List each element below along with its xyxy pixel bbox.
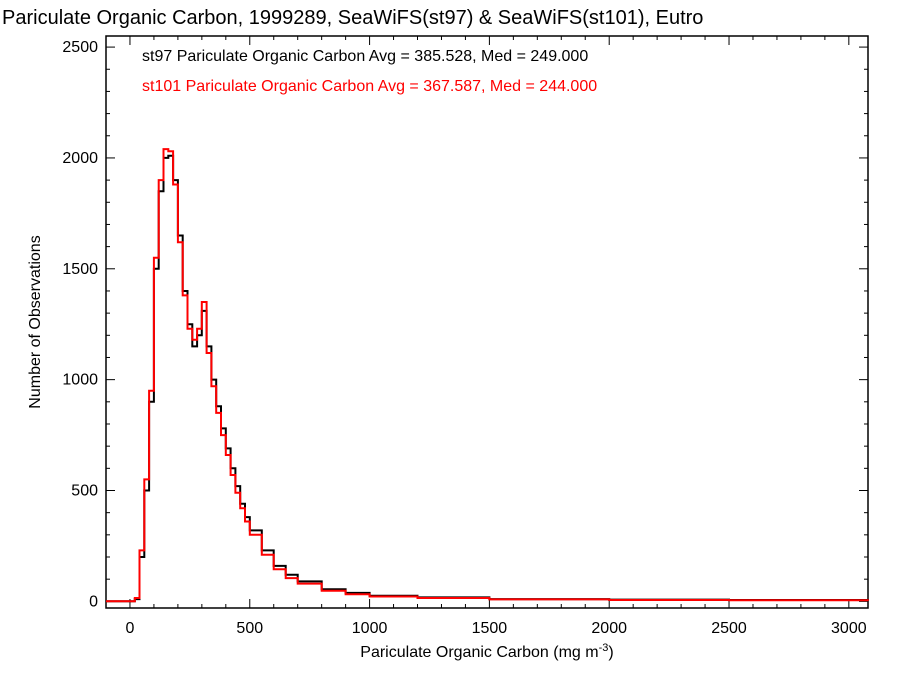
- chart-title: Pariculate Organic Carbon, 1999289, SeaW…: [2, 7, 703, 29]
- y-axis-label: Number of Observations: [27, 235, 44, 408]
- axis-ticks: 0 500 1000 1500 2000 2500 3000 0 500 1000 1500 2000…: [62, 36, 868, 637]
- st101-series-line: [106, 148, 869, 603]
- y-tick-label: 500: [71, 482, 98, 499]
- st97-series-line: [106, 154, 869, 603]
- st101-stats-label: st101 Pariculate Organic Carbon Avg = 36…: [142, 78, 597, 95]
- x-axis-label: Pariculate Organic Carbon (mg m-3): [360, 642, 613, 661]
- y-tick-label: 1000: [62, 372, 98, 389]
- x-tick-label: 500: [236, 620, 263, 637]
- x-tick-label: 2000: [591, 620, 627, 637]
- y-tick-label: 2000: [62, 150, 98, 167]
- y-tick-label: 0: [89, 593, 98, 610]
- x-tick-label: 1000: [352, 620, 388, 637]
- x-tick-label: 0: [126, 620, 135, 637]
- x-tick-label: 1500: [472, 620, 508, 637]
- x-tick-label: 2500: [711, 620, 747, 637]
- y-tick-label: 1500: [62, 261, 98, 278]
- plot-area-frame: [105, 35, 869, 609]
- x-tick-label: 3000: [831, 620, 867, 637]
- y-tick-label: 2500: [62, 39, 98, 56]
- series-layer: [106, 148, 869, 603]
- st97-stats-label: st97 Pariculate Organic Carbon Avg = 385…: [142, 48, 588, 65]
